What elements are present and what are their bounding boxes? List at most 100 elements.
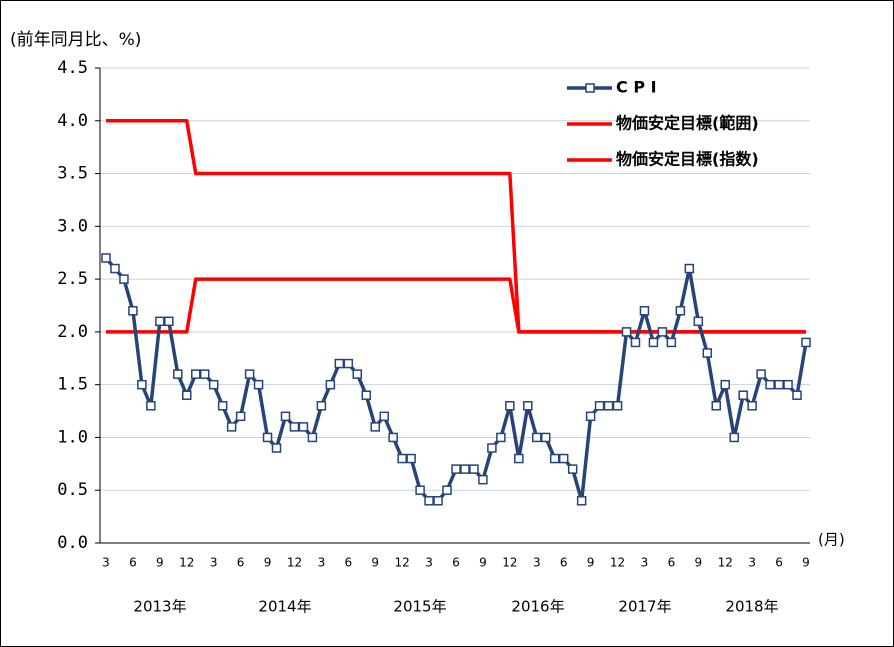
marker — [612, 401, 623, 411]
marker — [379, 411, 389, 422]
y-tick-label: 2.5 — [57, 269, 88, 289]
marker — [190, 369, 201, 379]
marker — [675, 306, 686, 316]
marker — [110, 263, 120, 274]
marker — [639, 306, 650, 316]
marker — [693, 316, 704, 327]
marker — [765, 379, 775, 390]
y-tick-label: 0.0 — [57, 533, 88, 553]
marker — [352, 369, 363, 379]
x-tick-label: 6 — [668, 556, 676, 570]
x-tick-label: 9 — [694, 556, 702, 570]
marker — [397, 453, 407, 464]
marker — [173, 369, 183, 379]
x-tick-label: 9 — [156, 556, 164, 570]
marker — [774, 379, 784, 390]
marker — [666, 337, 677, 348]
marker — [316, 401, 327, 411]
series-line — [106, 277, 806, 334]
legend-label: C P I — [616, 78, 657, 97]
year-label: 2014年 — [258, 598, 311, 616]
x-tick-label: 12 — [502, 556, 517, 570]
x-tick-label: 3 — [533, 556, 541, 570]
marker — [262, 432, 273, 443]
marker — [523, 401, 533, 411]
year-label: 2018年 — [725, 598, 778, 616]
marker — [478, 474, 488, 485]
marker — [496, 432, 506, 443]
marker — [361, 390, 372, 400]
marker — [101, 253, 111, 263]
marker — [540, 432, 551, 443]
marker — [603, 401, 614, 411]
x-tick-label: 3 — [210, 556, 218, 570]
year-label: 2015年 — [393, 598, 446, 616]
legend-label: 物価安定目標(指数) — [616, 150, 759, 169]
marker — [684, 263, 695, 274]
marker — [594, 401, 605, 411]
marker — [146, 401, 156, 411]
x-tick-label: 9 — [587, 556, 595, 570]
marker — [137, 379, 147, 390]
x-tick-label: 3 — [318, 556, 326, 570]
marker — [199, 369, 210, 379]
x-tick-label: 6 — [452, 556, 460, 570]
x-tick-label: 6 — [237, 556, 245, 570]
x-tick-label: 3 — [102, 556, 110, 570]
y-tick-label: 1.0 — [57, 427, 88, 447]
y-tick-label: 3.0 — [57, 216, 88, 236]
marker — [657, 327, 668, 337]
marker — [558, 453, 569, 464]
marker — [298, 422, 309, 432]
y-tick-label: 0.5 — [57, 480, 88, 500]
marker — [370, 422, 380, 432]
marker — [334, 358, 345, 369]
marker — [280, 411, 291, 422]
marker — [576, 496, 587, 506]
x-tick-label: 3 — [641, 556, 649, 570]
marker — [720, 379, 730, 390]
x-tick-label: 12 — [718, 556, 733, 570]
year-label: 2017年 — [618, 598, 671, 616]
marker — [253, 379, 264, 390]
marker — [747, 401, 757, 411]
x-tick-label: 9 — [371, 556, 379, 570]
marker — [388, 432, 398, 443]
x-tick-label: 6 — [560, 556, 568, 570]
marker — [406, 453, 416, 464]
x-tick-label: 12 — [179, 556, 194, 570]
marker — [442, 485, 452, 495]
marker — [217, 401, 228, 411]
marker — [235, 411, 246, 422]
marker — [792, 390, 802, 400]
marker — [567, 464, 578, 474]
marker — [451, 464, 461, 474]
legend-label: 物価安定目標(範囲) — [616, 114, 759, 133]
marker — [532, 432, 542, 443]
marker — [702, 348, 713, 358]
marker — [226, 422, 237, 432]
y-tick-label: 4.0 — [57, 111, 88, 131]
marker — [549, 453, 560, 464]
x-tick-label: 9 — [479, 556, 487, 570]
marker — [271, 443, 282, 453]
x-tick-label: 12 — [395, 556, 410, 570]
marker — [729, 432, 739, 443]
legend-marker — [585, 83, 595, 93]
y-tick-label: 4.5 — [57, 58, 88, 78]
marker — [164, 316, 174, 327]
marker — [325, 379, 336, 390]
x-tick-label: 3 — [425, 556, 433, 570]
marker — [343, 358, 354, 369]
x-tick-label: 12 — [287, 556, 302, 570]
marker — [801, 337, 811, 348]
y-tick-label: 1.5 — [57, 375, 88, 395]
marker — [487, 443, 497, 453]
marker — [119, 274, 129, 284]
marker — [648, 337, 659, 348]
x-tick-label: 3 — [748, 556, 756, 570]
marker — [128, 306, 138, 316]
marker — [505, 401, 515, 411]
